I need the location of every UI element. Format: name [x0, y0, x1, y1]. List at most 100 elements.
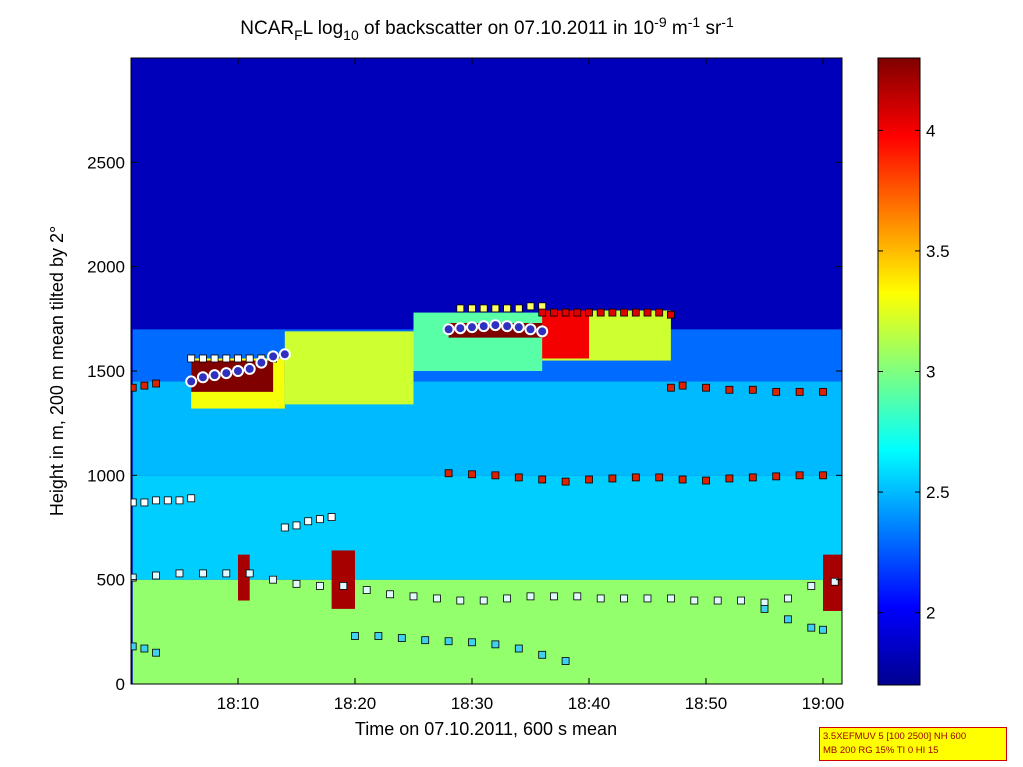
- data-point: [278, 348, 291, 361]
- data-point: [456, 304, 465, 313]
- data-point: [432, 594, 441, 603]
- data-point: [667, 594, 675, 603]
- data-point: [304, 517, 313, 526]
- data-point: [573, 308, 582, 317]
- x-tick-label: 18:10: [217, 694, 260, 713]
- data-point: [631, 473, 640, 482]
- data-point: [397, 634, 406, 642]
- data-point: [819, 471, 827, 480]
- data-point: [267, 350, 280, 363]
- data-point: [585, 308, 593, 317]
- data-point: [477, 320, 490, 333]
- chart-title: NCARFL log10 of backscatter on 07.10.201…: [240, 14, 734, 43]
- data-point: [667, 383, 675, 392]
- data-point: [620, 308, 628, 317]
- data-point: [421, 636, 430, 645]
- marker-series-mid-aerosol-layer: [444, 469, 827, 486]
- data-point: [198, 354, 207, 363]
- data-point: [643, 308, 652, 317]
- data-point: [795, 387, 804, 396]
- data-point: [503, 304, 512, 313]
- data-point: [152, 379, 161, 388]
- data-point: [596, 308, 605, 317]
- colorbar: [877, 57, 921, 686]
- data-point: [748, 473, 757, 482]
- data-point: [748, 385, 757, 394]
- data-point: [631, 308, 640, 317]
- data-point: [292, 579, 301, 588]
- data-point: [152, 648, 161, 657]
- data-point: [819, 625, 827, 634]
- data-point: [362, 586, 371, 594]
- heatmap-strong-echo: [542, 310, 589, 359]
- data-point: [807, 582, 816, 590]
- y-tick-label: 2000: [87, 258, 125, 277]
- data-point: [772, 387, 781, 396]
- data-point: [573, 592, 582, 601]
- data-point: [702, 476, 710, 485]
- data-point: [255, 356, 268, 369]
- data-point: [596, 594, 605, 603]
- data-point: [222, 569, 231, 578]
- data-point: [442, 323, 455, 336]
- marker-series-early-layer: [131, 494, 196, 507]
- data-point: [784, 615, 792, 624]
- colorbar-tick-label: 3.5: [926, 242, 950, 261]
- processing-info-box: 3.5XEFMUV 5 [100 2500] NH 600 MB 200 RG …: [819, 727, 1007, 761]
- data-point: [386, 590, 395, 599]
- marker-series-upper-layer-top-b: [456, 302, 547, 313]
- colorbar-ticks: 2 2.5 3 3.5 4: [878, 121, 950, 623]
- x-tick-label: 18:20: [334, 694, 377, 713]
- data-point: [327, 513, 336, 521]
- data-point: [491, 471, 500, 480]
- data-point: [737, 596, 745, 605]
- data-point: [140, 644, 149, 653]
- data-point: [561, 308, 570, 317]
- plot-area: [131, 58, 842, 684]
- data-point: [538, 475, 547, 484]
- data-point: [678, 475, 687, 484]
- y-tick-label: 1000: [87, 466, 125, 485]
- data-point: [210, 354, 219, 363]
- data-point: [561, 657, 570, 665]
- data-point: [245, 354, 254, 363]
- data-point: [220, 367, 233, 380]
- data-point: [131, 383, 137, 392]
- x-axis: 18:10 18:20 18:30 18:40 18:50 19:00: [217, 58, 845, 713]
- data-point: [819, 387, 827, 396]
- data-point: [491, 640, 500, 649]
- data-point: [772, 472, 781, 481]
- data-point: [140, 381, 149, 390]
- data-point: [713, 596, 722, 605]
- data-point: [678, 381, 687, 390]
- data-point: [232, 365, 244, 377]
- data-point: [760, 604, 769, 613]
- y-tick-label: 0: [116, 675, 125, 694]
- data-point: [795, 471, 804, 480]
- data-point: [514, 304, 523, 313]
- data-point: [608, 474, 617, 483]
- data-point: [131, 498, 137, 507]
- data-point: [187, 354, 196, 363]
- x-tick-label: 18:50: [685, 694, 728, 713]
- data-point: [784, 594, 792, 603]
- detected-layer-markers: [131, 302, 839, 665]
- x-axis-label: Time on 07.10.2011, 600 s mean: [355, 719, 617, 739]
- info-line-2: MB 200 RG 15% TI 0 HI 15: [823, 745, 939, 756]
- data-point: [208, 369, 221, 382]
- y-tick-label: 1500: [87, 362, 125, 381]
- data-point: [198, 569, 207, 578]
- data-point: [550, 592, 558, 601]
- data-point: [234, 354, 242, 363]
- data-point: [655, 473, 664, 482]
- data-point: [725, 385, 734, 394]
- data-point: [444, 469, 453, 478]
- data-point: [479, 596, 488, 605]
- marker-series-upper-layer-top-c: [538, 308, 675, 319]
- info-line-1: 3.5XEFMUV 5 [100 2500] NH 600: [823, 731, 967, 742]
- data-point: [491, 304, 500, 313]
- x-tick-label: 19:00: [802, 694, 845, 713]
- data-point: [456, 596, 465, 605]
